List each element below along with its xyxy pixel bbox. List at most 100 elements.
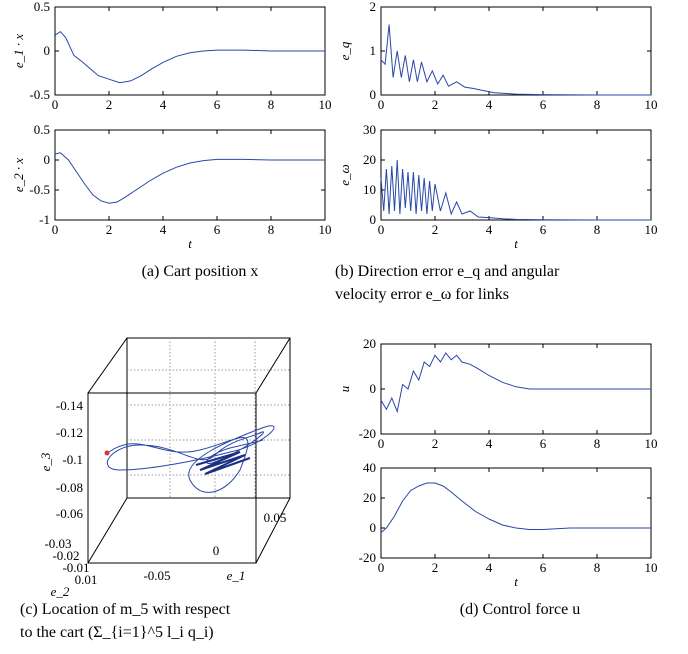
box-edge <box>87 497 128 564</box>
trajectory-dense <box>195 451 251 475</box>
x-tick-label-d2: 0 <box>378 560 385 575</box>
x-tick-label-b1: 6 <box>540 97 547 112</box>
y-axis-label-d1: u <box>337 385 352 392</box>
x-tick-label-d2: 2 <box>432 560 439 575</box>
x-tick-label-b2: 6 <box>540 222 547 237</box>
x-tick-label-a2: 0 <box>52 222 59 237</box>
y-tick-label-b2: 30 <box>363 122 376 137</box>
y-tick-label-a1: -0.5 <box>29 87 50 102</box>
plot-frame-b1 <box>380 6 652 96</box>
series-line-a2 <box>54 152 325 204</box>
x-tick-label-a2: 4 <box>160 222 167 237</box>
x-tick-label-a1: 4 <box>160 97 167 112</box>
box-back-face <box>126 337 291 499</box>
x-tick-label-a2: 10 <box>319 222 332 237</box>
y-tick-label-b2: 10 <box>363 182 376 197</box>
y-tick-label-d2: -20 <box>359 550 376 565</box>
x-tick-label-d2: 10 <box>645 560 658 575</box>
caption-a: (a) Cart position x <box>141 263 259 280</box>
y-tick-label-d2: 0 <box>370 520 377 535</box>
series-line-b2 <box>380 159 651 221</box>
x-tick-label-d1: 2 <box>432 436 439 451</box>
caption-b-line2: velocity error e_ω for links <box>335 286 510 303</box>
y-tick-label-b1: 0 <box>370 87 377 102</box>
box-edge <box>255 337 291 394</box>
y-axis-label-b1: e_q <box>337 41 352 60</box>
x-axis-label-d2: t <box>514 574 518 589</box>
trajectory-line <box>107 425 275 493</box>
series-line-d1 <box>380 352 651 414</box>
x-tick-label-b1: 4 <box>486 97 493 112</box>
y-tick-label-d2: 40 <box>363 460 376 475</box>
z-tick-label: -0.06 <box>56 506 84 521</box>
x-tick-label-b1: 2 <box>432 97 439 112</box>
x-tick-label-a2: 6 <box>214 222 221 237</box>
x-tick-label-b2: 2 <box>432 222 439 237</box>
x-tick-label-a1: 8 <box>268 97 275 112</box>
y-axis-label-a1: e_1 · x <box>11 34 26 69</box>
y-tick-label-c: 0.01 <box>75 572 98 587</box>
x-axis-label-b2: t <box>514 236 518 251</box>
x-tick-label-d1: 4 <box>486 436 493 451</box>
series-line-d2 <box>380 482 651 533</box>
y-tick-label-d1: 0 <box>370 381 377 396</box>
series-line-b1 <box>380 24 651 96</box>
caption-d: (d) Control force u <box>459 601 581 618</box>
y-tick-label-a1: 0 <box>44 43 51 58</box>
x-tick-label-b2: 4 <box>486 222 493 237</box>
x-tick-label-d1: 8 <box>594 436 601 451</box>
x-tick-label-d1: 0 <box>378 436 385 451</box>
y-tick-label-d1: 20 <box>363 336 376 351</box>
start-marker <box>104 450 110 456</box>
z-tick-label: -0.1 <box>62 452 83 467</box>
y-tick-label-a2: -0.5 <box>29 182 50 197</box>
x-tick-label-b2: 8 <box>594 222 601 237</box>
y-tick-label-d1: -20 <box>359 426 376 441</box>
y-tick-label-d2: 20 <box>363 490 376 505</box>
series-line-a1 <box>54 30 325 84</box>
y-tick-label-b2: 20 <box>363 152 376 167</box>
x-tick-label-b2: 0 <box>378 222 385 237</box>
box-front-face <box>87 392 257 564</box>
plot-frame-a2 <box>54 129 326 221</box>
axis-label-e3: e_3 <box>38 452 53 471</box>
y-tick-label-b1: 2 <box>370 0 377 14</box>
y-tick-label-a2: 0.5 <box>34 122 50 137</box>
z-tick-label: -0.08 <box>56 480 83 495</box>
y-tick-label-c: -0.01 <box>62 560 89 575</box>
x-tick-label-c: 0 <box>213 543 220 558</box>
x-tick-label-b1: 8 <box>594 97 601 112</box>
axis-label-e1: e_1 <box>227 568 246 583</box>
x-tick-label-d2: 4 <box>486 560 493 575</box>
plot-3d-c <box>87 337 291 564</box>
z-tick-label: -0.12 <box>56 425 83 440</box>
x-tick-label-d1: 10 <box>645 436 658 451</box>
x-tick-label-b1: 10 <box>645 97 658 112</box>
y-tick-label-a2: -1 <box>39 212 50 227</box>
x-tick-label-a1: 0 <box>52 97 59 112</box>
x-tick-label-b2: 10 <box>645 222 658 237</box>
x-tick-label-c: 0.05 <box>264 510 287 525</box>
x-tick-label-a1: 2 <box>106 97 113 112</box>
y-axis-label-b2: e_ω <box>337 164 352 185</box>
box-edge <box>255 497 291 564</box>
x-tick-label-a2: 8 <box>268 222 275 237</box>
axis-label-e2: e_2 <box>51 584 70 599</box>
x-axis-label-a2: t <box>188 236 192 251</box>
z-tick-label: -0.14 <box>56 398 84 413</box>
box-edge <box>87 337 128 394</box>
y-tick-label-a2: 0 <box>44 152 51 167</box>
caption-c-line1: (c) Location of m_5 with respect <box>20 601 231 618</box>
caption-b-line1: (b) Direction error e_q and angular <box>335 263 560 280</box>
x-tick-label-d1: 6 <box>540 436 547 451</box>
x-tick-label-d2: 6 <box>540 560 547 575</box>
y-axis-label-a2: e_2 · x <box>11 158 26 193</box>
y-tick-label-b2: 0 <box>370 212 377 227</box>
caption-c-line2: to the cart (Σ_{i=1}^5 l_i q_i) <box>20 624 214 641</box>
y-tick-label-c: -0.03 <box>44 536 71 551</box>
x-tick-label-a1: 6 <box>214 97 221 112</box>
y-tick-label-c: -0.02 <box>52 548 79 563</box>
plot-frame-b2 <box>380 129 652 221</box>
y-tick-label-b1: 1 <box>370 43 377 58</box>
